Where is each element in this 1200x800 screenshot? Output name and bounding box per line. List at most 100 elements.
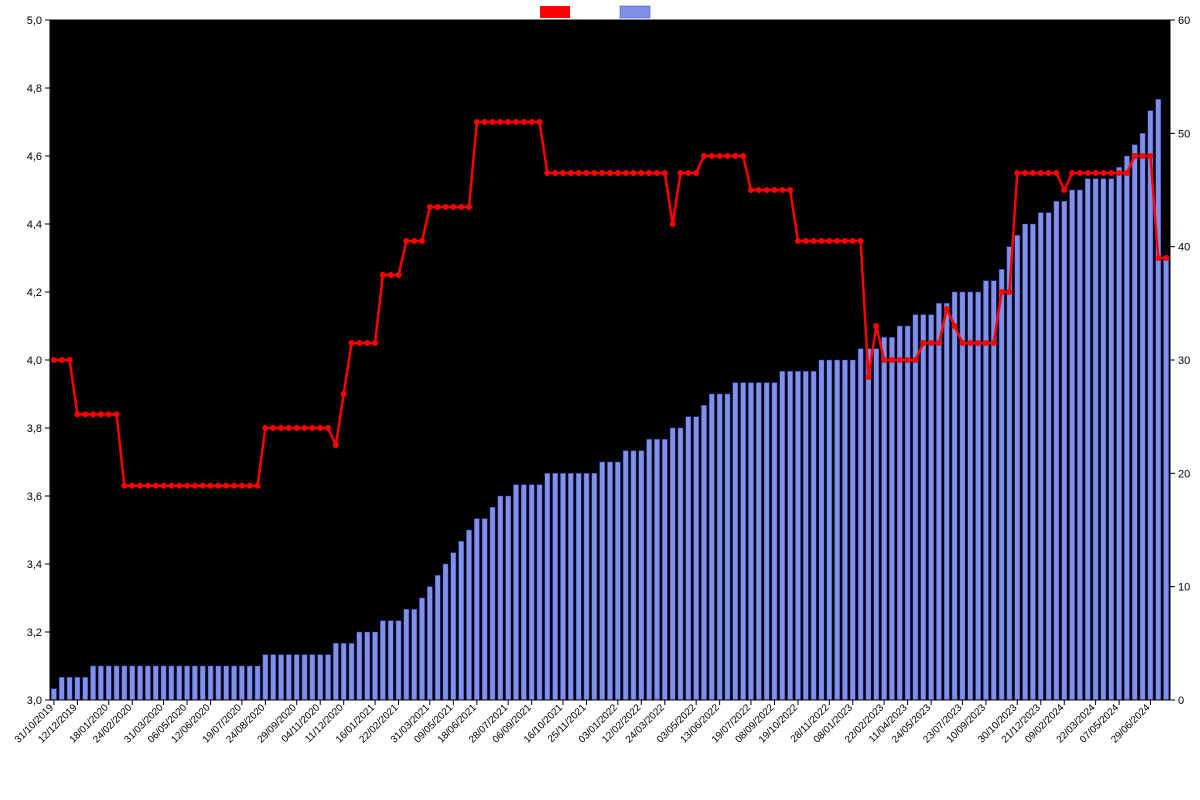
line-marker xyxy=(818,238,824,244)
bar xyxy=(717,394,722,700)
line-marker xyxy=(1061,187,1067,193)
line-marker xyxy=(239,483,245,489)
bar xyxy=(325,655,330,700)
line-marker xyxy=(732,153,738,159)
bar xyxy=(185,666,190,700)
line-marker xyxy=(1100,170,1106,176)
line-marker xyxy=(850,238,856,244)
line-marker xyxy=(176,483,182,489)
line-marker xyxy=(552,170,558,176)
line-marker xyxy=(670,221,676,227)
bar xyxy=(835,360,840,700)
ytick-left-label: 4,2 xyxy=(27,287,42,299)
bar xyxy=(396,621,401,700)
bar xyxy=(905,326,910,700)
bar xyxy=(592,473,597,700)
bar xyxy=(764,383,769,700)
line-marker xyxy=(873,323,879,329)
line-marker xyxy=(529,119,535,125)
bar xyxy=(232,666,237,700)
line-marker xyxy=(396,272,402,278)
line-marker xyxy=(576,170,582,176)
bar xyxy=(709,394,714,700)
bar xyxy=(106,666,111,700)
line-marker xyxy=(82,411,88,417)
ytick-right-label: 40 xyxy=(1178,242,1190,254)
bar xyxy=(850,360,855,700)
line-marker xyxy=(1132,153,1138,159)
bar xyxy=(1164,258,1169,700)
bar xyxy=(247,666,252,700)
bar xyxy=(1070,190,1075,700)
line-marker xyxy=(764,187,770,193)
line-marker xyxy=(1014,170,1020,176)
bar xyxy=(897,326,902,700)
line-marker xyxy=(944,306,950,312)
line-marker xyxy=(1053,170,1059,176)
bar xyxy=(75,677,80,700)
line-marker xyxy=(349,340,355,346)
line-marker xyxy=(795,238,801,244)
bar xyxy=(271,655,276,700)
bar xyxy=(576,473,581,700)
bar xyxy=(380,621,385,700)
bar xyxy=(1156,99,1161,700)
bar xyxy=(1077,190,1082,700)
line-marker xyxy=(208,483,214,489)
line-marker xyxy=(388,272,394,278)
bar xyxy=(208,666,213,700)
bar xyxy=(874,349,879,700)
bar xyxy=(372,632,377,700)
line-marker xyxy=(106,411,112,417)
ytick-left-label: 3,2 xyxy=(27,627,42,639)
line-marker xyxy=(294,425,300,431)
line-marker xyxy=(701,153,707,159)
ytick-right-label: 20 xyxy=(1178,468,1190,480)
bar xyxy=(866,349,871,700)
bar xyxy=(341,643,346,700)
bar xyxy=(521,485,526,700)
line-marker xyxy=(677,170,683,176)
line-marker xyxy=(262,425,268,431)
bar xyxy=(513,485,518,700)
bar xyxy=(1093,179,1098,700)
bar xyxy=(318,655,323,700)
line-marker xyxy=(223,483,229,489)
line-marker xyxy=(1077,170,1083,176)
bar xyxy=(537,485,542,700)
line-marker xyxy=(1022,170,1028,176)
bar xyxy=(506,496,511,700)
line-marker xyxy=(380,272,386,278)
bar xyxy=(357,632,362,700)
line-marker xyxy=(74,411,80,417)
line-marker xyxy=(826,238,832,244)
bar xyxy=(772,383,777,700)
bar xyxy=(404,609,409,700)
line-marker xyxy=(865,374,871,380)
line-marker xyxy=(928,340,934,346)
bar xyxy=(419,598,424,700)
ytick-right-label: 60 xyxy=(1178,15,1190,27)
bar xyxy=(98,666,103,700)
line-marker xyxy=(1046,170,1052,176)
bar xyxy=(1132,145,1137,700)
ytick-left-label: 4,0 xyxy=(27,355,42,367)
line-marker xyxy=(740,153,746,159)
bar xyxy=(701,405,706,700)
line-marker xyxy=(638,170,644,176)
line-marker xyxy=(967,340,973,346)
bar xyxy=(568,473,573,700)
line-marker xyxy=(803,238,809,244)
line-marker xyxy=(403,238,409,244)
line-marker xyxy=(325,425,331,431)
line-marker xyxy=(897,357,903,363)
bar xyxy=(694,417,699,700)
bar xyxy=(553,473,558,700)
line-marker xyxy=(364,340,370,346)
line-marker xyxy=(693,170,699,176)
bar xyxy=(882,337,887,700)
ytick-left-label: 3,0 xyxy=(27,695,42,707)
line-marker xyxy=(1006,289,1012,295)
line-marker xyxy=(623,170,629,176)
line-marker xyxy=(215,483,221,489)
